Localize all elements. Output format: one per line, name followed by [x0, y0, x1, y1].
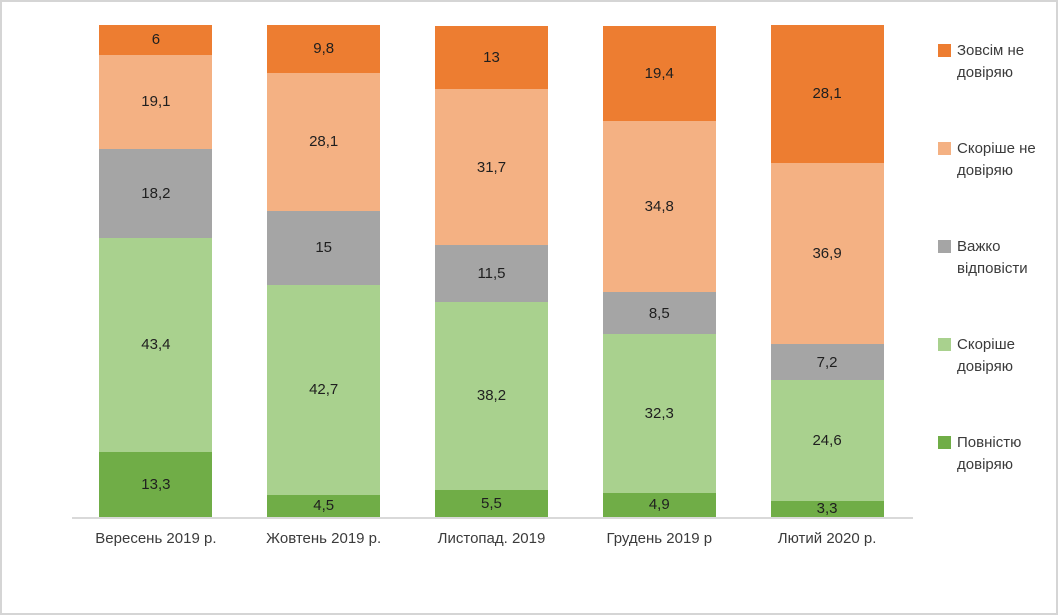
bar-segment: 42,7	[267, 284, 381, 495]
legend-label: Скоріше довіряю	[957, 336, 1015, 375]
bar-segment: 13,3	[99, 451, 213, 517]
bar-segment: 38,2	[434, 302, 548, 490]
x-axis-line	[72, 517, 913, 519]
bar-segment: 4,5	[267, 494, 381, 517]
segment-value-label: 19,1	[141, 93, 171, 111]
legend-swatch-icon	[938, 338, 951, 351]
segment-value-label: 31,7	[476, 158, 507, 176]
segment-value-label: 7,2	[816, 353, 838, 371]
bar-segment: 28,1	[267, 72, 381, 211]
legend-swatch-icon	[938, 142, 951, 155]
bar-segment: 3,3	[770, 500, 884, 518]
x-axis-labels: Вересень 2019 р. Жовтень 2019 р. Листопад.…	[72, 530, 911, 547]
legend-item: Скоріше довіряю	[938, 334, 1056, 378]
bar-segment: 8,5	[602, 292, 716, 334]
legend-item: Повністю довіряю	[938, 432, 1056, 476]
bar-segment: 9,8	[267, 24, 381, 73]
segment-value-label: 28,1	[812, 85, 842, 103]
legend: Зовсім не довіряю Скоріше не довіряю Важко…	[938, 40, 1056, 476]
segment-value-label: 24,6	[812, 431, 842, 449]
bar-segment: 7,2	[770, 344, 884, 380]
segment-value-label: 4,9	[648, 496, 670, 514]
bar-segment: 13	[434, 25, 548, 90]
segment-value-label: 5,5	[481, 494, 502, 512]
bar-slot-5: 28,1 36,9 7,2 24,6 3,3	[743, 2, 911, 517]
legend-swatch-icon	[938, 436, 951, 449]
bar-segment: 24,6	[770, 379, 884, 501]
legend-label: Скоріше не довіряю	[957, 140, 1036, 179]
bar-slot-3: 13 31,7 11,5 38,2 5,5	[408, 2, 576, 517]
bar-segment: 36,9	[770, 162, 884, 345]
segment-value-label: 15	[315, 239, 333, 257]
legend-label: Повністю довіряю	[957, 434, 1022, 473]
plot-area: 6 19,1 18,2 43,4 13,3 9,8 28,1 15 42,7 4,5 13 31,7 1…	[72, 2, 911, 517]
bar-segment: 19,1	[99, 54, 213, 149]
segment-value-label: 43,4	[141, 336, 171, 354]
bar-segment: 4,9	[602, 492, 716, 517]
segment-value-label: 42,7	[309, 381, 339, 399]
bar-5: 28,1 36,9 7,2 24,6 3,3	[770, 24, 884, 518]
segment-value-label: 11,5	[477, 265, 506, 283]
category-label-1: Вересень 2019 р.	[95, 530, 217, 547]
bar-slot-1: 6 19,1 18,2 43,4 13,3	[72, 2, 240, 517]
bar-1: 6 19,1 18,2 43,4 13,3	[99, 25, 213, 517]
segment-value-label: 32,3	[644, 404, 674, 422]
segment-value-label: 13,3	[141, 475, 171, 493]
bar-segment: 28,1	[770, 24, 884, 163]
segment-value-label: 34,8	[644, 198, 674, 216]
bar-3: 13 31,7 11,5 38,2 5,5	[434, 25, 548, 517]
segment-value-label: 28,1	[309, 133, 339, 151]
legend-item: Зовсім не довіряю	[938, 40, 1056, 84]
bar-segment: 34,8	[602, 120, 716, 293]
category-label-5: Лютий 2020 р.	[777, 530, 877, 547]
segment-value-label: 13	[483, 49, 500, 66]
legend-label: Важко відповісти	[957, 238, 1028, 277]
legend-item: Важко відповісти	[938, 236, 1056, 280]
legend-swatch-icon	[938, 240, 951, 253]
segment-value-label: 3,3	[816, 500, 838, 518]
bar-segment: 5,5	[434, 489, 548, 517]
segment-value-label: 18,2	[141, 184, 171, 202]
legend-item: Скоріше не довіряю	[938, 138, 1056, 182]
segment-value-label: 4,5	[313, 497, 335, 515]
segment-value-label: 19,4	[644, 64, 674, 82]
bar-2: 9,8 28,1 15 42,7 4,5	[267, 24, 381, 517]
bar-segment: 18,2	[99, 148, 213, 239]
category-label-4: Грудень 2019 р	[606, 530, 713, 547]
legend-label: Зовсім не довіряю	[957, 42, 1025, 81]
segment-value-label: 38,2	[476, 387, 507, 405]
bar-slot-4: 19,4 34,8 8,5 32,3 4,9	[575, 2, 743, 517]
bar-segment: 19,4	[602, 25, 716, 121]
segment-value-label: 36,9	[812, 245, 842, 263]
legend-swatch-icon	[938, 44, 951, 57]
bar-segment: 32,3	[602, 334, 716, 493]
segment-value-label: 8,5	[648, 304, 670, 322]
category-label-3: Листопад. 2019	[437, 530, 546, 547]
bar-segment: 11,5	[434, 245, 548, 303]
segment-value-label: 9,8	[313, 40, 335, 58]
bar-segment: 15	[267, 211, 381, 285]
bar-4: 19,4 34,8 8,5 32,3 4,9	[602, 25, 716, 517]
bar-slot-2: 9,8 28,1 15 42,7 4,5	[240, 2, 408, 517]
segment-value-label: 6	[151, 31, 161, 49]
bar-segment: 31,7	[434, 89, 548, 246]
category-label-2: Жовтень 2019 р.	[266, 530, 382, 547]
bar-segment: 6	[99, 25, 213, 55]
bar-segment: 43,4	[99, 238, 213, 452]
